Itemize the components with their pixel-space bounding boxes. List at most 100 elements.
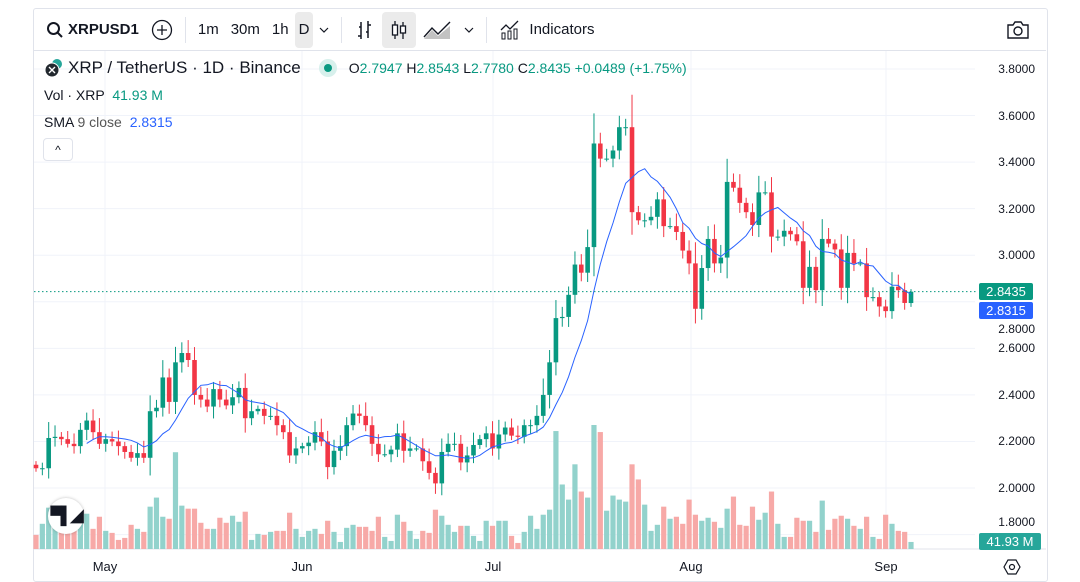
candle-body (851, 252, 857, 264)
interval-label: 1m (197, 21, 219, 38)
candle-body (376, 443, 381, 455)
candle-body (857, 263, 863, 265)
candle-body (623, 127, 628, 129)
bar-chart-button[interactable] (348, 12, 382, 48)
volume-bar (394, 514, 401, 549)
divider (184, 16, 186, 43)
volume-legend[interactable]: Vol · XRP 41.93 M (44, 87, 163, 103)
volume-bar (90, 528, 96, 549)
settings-icon[interactable] (1003, 558, 1021, 576)
volume-bar (623, 501, 629, 549)
candle-body (141, 453, 147, 458)
divider (341, 16, 343, 43)
candles-button[interactable] (382, 11, 417, 48)
compare-symbol-button[interactable] (145, 12, 179, 48)
symbol-search-button[interactable]: XRPUSD1 (40, 12, 145, 48)
interval-30m[interactable]: 30m (225, 12, 266, 48)
symbol-name: XRPUSD1 (68, 21, 139, 38)
volume-bar (426, 532, 432, 549)
sma-legend[interactable]: SMA 9 close 2.8315 (44, 114, 173, 130)
volume-bar (844, 518, 851, 549)
volume-bar (306, 530, 312, 549)
candle-body (515, 435, 521, 437)
candle-body (794, 234, 800, 242)
volume-bar (876, 538, 882, 549)
candle-body (724, 181, 730, 258)
candle-body (173, 362, 178, 402)
volume-bar (77, 516, 83, 549)
sma-price-tag: 2.8315 (979, 302, 1033, 319)
interval-label: D (298, 21, 310, 38)
volume-tag: 41.93 M (979, 533, 1041, 550)
candle-body (838, 249, 844, 288)
volume-bar (527, 515, 534, 549)
candle-body (439, 451, 445, 484)
volume-bar (325, 520, 331, 549)
volume-bar (229, 515, 236, 549)
volume-bar (407, 530, 413, 549)
chart-type-dropdown[interactable] (458, 12, 480, 48)
volume-bar (635, 479, 641, 549)
volume-bar (572, 464, 578, 549)
volume-bar (730, 496, 737, 549)
month-label-jul: Jul (484, 559, 502, 574)
candle-body (509, 427, 514, 436)
volume-bar (540, 514, 546, 549)
volume-bar (864, 516, 870, 549)
volume-bar (128, 524, 134, 549)
volume-bar (445, 524, 451, 549)
divider (486, 16, 488, 43)
volume-bar (794, 517, 800, 549)
candle-body (46, 437, 51, 469)
indicators-button[interactable]: Indicators (493, 12, 600, 48)
camera-icon (1007, 20, 1029, 39)
interval-dropdown[interactable] (313, 12, 335, 48)
symbol-title[interactable]: XRP / TetherUS · 1D · Binance (68, 58, 301, 77)
volume-bar (604, 510, 610, 549)
volume-bar (648, 530, 654, 549)
volume-bar (134, 528, 141, 549)
interval-1m[interactable]: 1m (192, 12, 225, 48)
volume-value: 41.93 M (112, 87, 163, 103)
price-tick-label: 3.4000 (998, 155, 1035, 170)
candle-body (769, 192, 774, 237)
candle-body (712, 238, 717, 264)
candle-body (420, 448, 426, 462)
screenshot-button[interactable] (1000, 12, 1036, 48)
candle-body (293, 448, 299, 456)
candle-body (242, 387, 248, 419)
interval-1h[interactable]: 1h (266, 12, 295, 48)
candle-body (655, 199, 660, 217)
volume-bar (718, 527, 724, 549)
volume-bar (705, 517, 711, 549)
candle-body (103, 439, 109, 444)
volume-bar (141, 531, 147, 549)
candle-body (566, 294, 571, 317)
interval-d[interactable]: D (294, 11, 314, 48)
candle-body (319, 432, 324, 442)
volume-bar (153, 497, 160, 549)
volume-bar (451, 531, 458, 549)
candle-body (287, 432, 292, 456)
candle-body (325, 441, 330, 468)
volume-bar (559, 484, 565, 549)
volume-bar (768, 491, 775, 549)
volume-bar (813, 531, 819, 549)
volume-bar (331, 531, 337, 549)
volume-bar (781, 536, 787, 549)
collapse-legend-button[interactable]: ^ (43, 138, 73, 161)
area-chart-button[interactable] (416, 12, 458, 48)
candle-body (908, 291, 914, 304)
candle-body (382, 454, 388, 456)
volume-bar (686, 499, 692, 549)
volume-bar (616, 499, 622, 549)
candle-body (204, 399, 210, 407)
volume-bar (902, 531, 908, 549)
candle-body (743, 202, 749, 213)
volume-bar (610, 495, 616, 549)
volume-bar (458, 525, 464, 549)
tradingview-logo[interactable]: ▀▌◢ (48, 498, 84, 534)
volume-bar (274, 530, 280, 549)
sma-label: SMA (44, 114, 74, 130)
